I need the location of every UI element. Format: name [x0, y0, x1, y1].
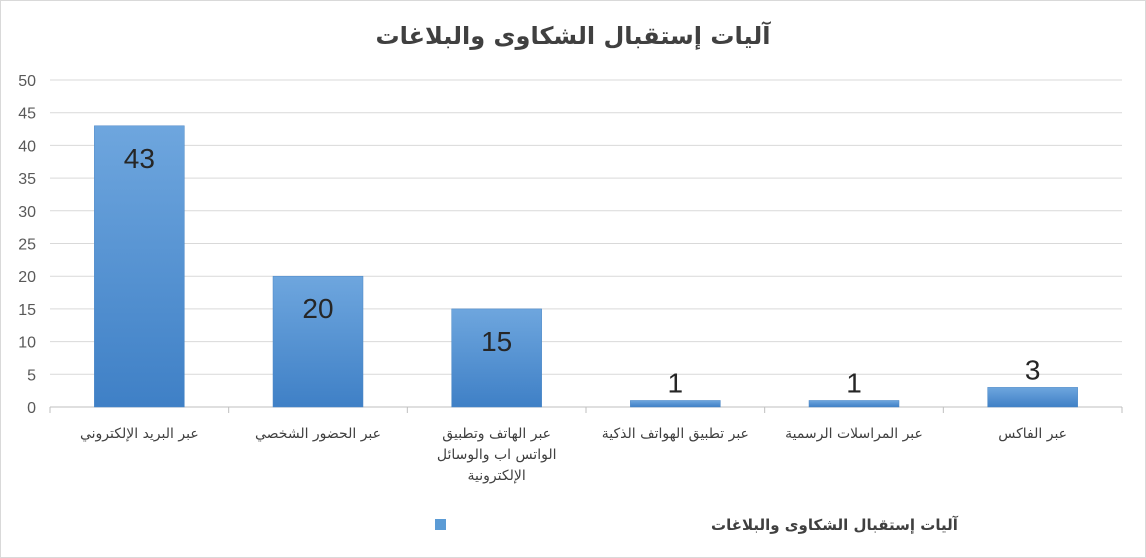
y-tick-label: 30: [18, 204, 36, 221]
y-tick-label: 5: [27, 367, 36, 384]
data-label: 1: [846, 367, 862, 398]
gridlines: [50, 79, 1122, 408]
category-label: عبر الحضور الشخصي: [255, 426, 381, 442]
y-tick-label: 0: [27, 400, 36, 417]
y-tick-label: 10: [18, 335, 36, 352]
category-label: عبر البريد الإلكتروني: [80, 426, 199, 442]
bar: [630, 400, 721, 408]
data-label: 1: [668, 367, 684, 398]
category-label: عبر الفاكس: [998, 426, 1067, 442]
y-tick-label: 40: [18, 138, 36, 155]
y-tick-label: 25: [18, 237, 36, 254]
y-tick-label: 20: [18, 269, 36, 286]
bar: [808, 400, 900, 408]
bar: [272, 275, 364, 408]
category-label: عبر الهاتف وتطبيق: [442, 426, 551, 442]
x-axis: عبر البريد الإلكتروني عبر الحضور الشخصي عب…: [49, 407, 1123, 484]
chart-title: آليات إستقبال الشكاوى والبلاغات: [375, 21, 771, 50]
data-label: 20: [302, 293, 333, 324]
bar: [94, 125, 185, 408]
data-label: 43: [124, 143, 155, 174]
data-label: 3: [1025, 354, 1041, 385]
data-label: 15: [481, 326, 512, 357]
bars: 43 20 15 1 1 3: [94, 125, 1078, 408]
category-label: عبر تطبيق الهواتف الذكية: [602, 426, 749, 442]
legend-swatch: [435, 519, 446, 530]
bar: [987, 387, 1078, 408]
legend-label: آليات إستقبال الشكاوى والبلاغات: [711, 516, 959, 534]
y-tick-label: 15: [18, 302, 36, 319]
y-tick-label: 35: [18, 171, 36, 188]
category-label: عبر المراسلات الرسمية: [785, 426, 923, 442]
bar: [451, 308, 542, 408]
y-axis: 0 5 10 15 20 25 30 35 40 45 50: [18, 73, 36, 417]
category-label: الإلكترونية: [468, 468, 526, 484]
y-tick-label: 45: [18, 106, 36, 123]
category-label: الواتس اب والوسائل: [437, 447, 557, 463]
y-tick-label: 50: [18, 73, 36, 90]
legend: آليات إستقبال الشكاوى والبلاغات: [435, 516, 959, 534]
